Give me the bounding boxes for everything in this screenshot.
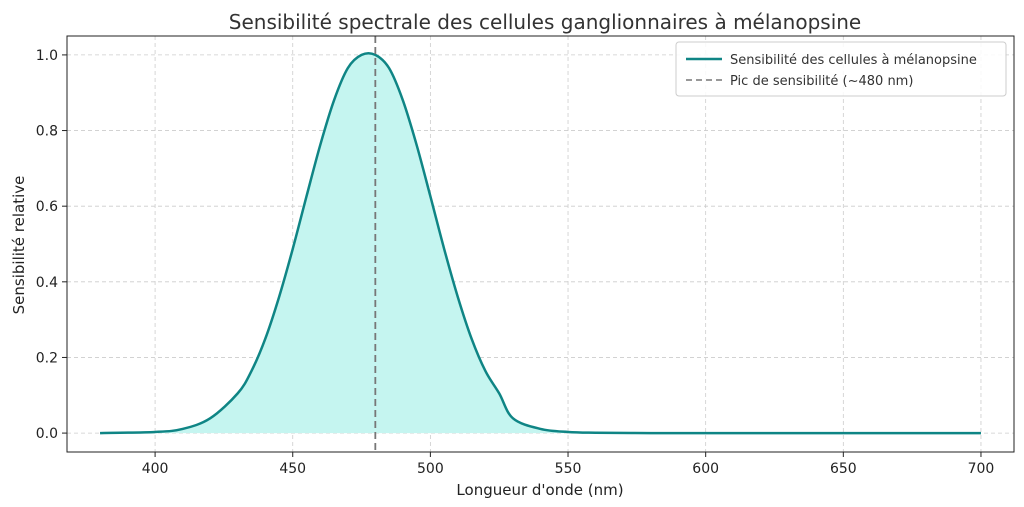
legend-series-label: Sensibilité des cellules à mélanopsine [730, 53, 977, 68]
grid-layer [67, 36, 1014, 452]
y-axis-label: Sensibilité relative [10, 176, 28, 315]
y-tick-label: 0.0 [36, 426, 58, 442]
x-tick-label: 550 [555, 461, 582, 477]
legend-reference-label: Pic de sensibilité (~480 nm) [730, 74, 913, 89]
plot-frame [66, 35, 1015, 453]
y-tick-label: 0.8 [36, 124, 58, 140]
x-tick-label: 450 [279, 461, 306, 477]
x-tick-label: 700 [968, 461, 995, 477]
y-tick-label: 0.4 [36, 275, 58, 291]
sensitivity-curve [100, 52, 981, 435]
sensitivity-area [100, 53, 981, 434]
legend-box [675, 41, 1007, 97]
plot-layer [100, 36, 981, 452]
axes-layer: 400 450 500 550 600 650 700 0.0 0.2 0.4 0.6 0.8 1.0 [36, 35, 1015, 477]
x-tick-label: 400 [142, 461, 169, 477]
legend: Sensibilité des cellules à mélanopsine P… [675, 41, 1007, 97]
y-tick-label: 0.2 [36, 350, 58, 366]
x-tick-label: 500 [417, 461, 444, 477]
y-tick-label: 0.6 [36, 199, 58, 215]
x-axis-label: Longueur d'onde (nm) [456, 481, 623, 499]
x-tick-label: 650 [830, 461, 857, 477]
x-tick-label: 600 [692, 461, 719, 477]
y-tick-label: 1.0 [36, 48, 58, 64]
chart-title: Sensibilité spectrale des cellules gangl… [229, 10, 861, 34]
